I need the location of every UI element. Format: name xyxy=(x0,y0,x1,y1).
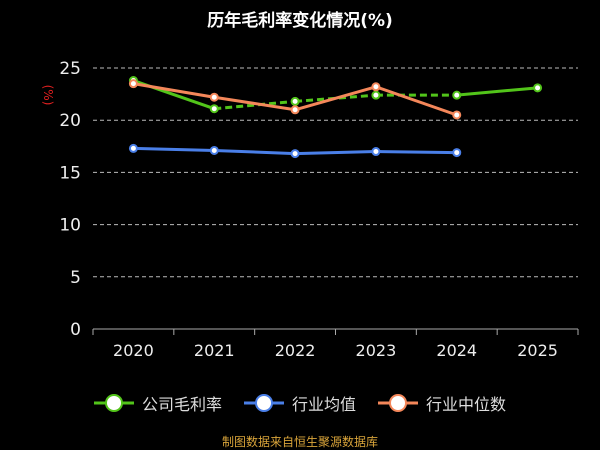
x-tick-label: 2020 xyxy=(113,341,154,360)
data-point xyxy=(209,145,219,155)
data-point xyxy=(290,96,300,106)
chart-title: 历年毛利率变化情况(%) xyxy=(207,11,393,31)
data-point xyxy=(128,79,138,89)
data-point xyxy=(290,149,300,159)
series-line-segment xyxy=(294,85,377,112)
legend: 公司毛利率 行业均值 行业中位数 xyxy=(0,390,600,416)
data-point xyxy=(128,143,138,153)
series-line-segment xyxy=(375,150,457,155)
series-line-segment xyxy=(456,86,538,97)
x-tick-label: 2025 xyxy=(517,341,558,360)
legend-label: 行业中位数 xyxy=(426,395,507,414)
data-point xyxy=(452,110,462,120)
legend-item: 行业均值 xyxy=(243,391,356,415)
x-tick-label: 2023 xyxy=(356,341,397,360)
legend-label: 行业均值 xyxy=(291,395,356,414)
x-tick-label: 2022 xyxy=(275,341,316,360)
series-line-segment xyxy=(133,82,215,99)
series-line-segment xyxy=(375,85,458,117)
data-point xyxy=(290,105,300,115)
y-tick-label: 10 xyxy=(59,216,81,236)
data-point xyxy=(371,90,381,100)
data-source-note: 制图数据来自恒生聚源数据库 xyxy=(221,435,378,449)
data-point xyxy=(533,83,543,93)
series-line-segment xyxy=(214,95,296,112)
data-point xyxy=(209,92,219,102)
y-tick-label: 0 xyxy=(70,320,81,340)
data-point xyxy=(371,82,381,92)
legend-item: 行业中位数 xyxy=(378,391,506,415)
series-line-segment xyxy=(133,146,215,152)
y-tick-label: 25 xyxy=(59,59,81,79)
data-point xyxy=(209,104,219,114)
series-line-segment xyxy=(294,93,377,103)
legend-item: 公司毛利率 xyxy=(93,391,222,415)
legend-marker-icon xyxy=(243,394,284,412)
legend-marker-icon xyxy=(93,394,134,412)
x-tick-label: 2024 xyxy=(436,341,477,360)
y-tick-label: 15 xyxy=(59,163,81,183)
y-tick-label: 20 xyxy=(59,111,81,131)
y-axis-label: (%) xyxy=(41,85,55,106)
data-point xyxy=(371,147,381,157)
legend-marker-icon xyxy=(378,394,418,412)
data-point xyxy=(452,90,462,100)
x-tick-label: 2021 xyxy=(194,341,235,360)
data-point xyxy=(452,148,462,158)
series-line-segment xyxy=(214,99,296,111)
legend-label: 公司毛利率 xyxy=(141,395,222,414)
series-line-segment xyxy=(214,148,296,156)
y-tick-label: 5 xyxy=(70,268,81,288)
series-line-segment xyxy=(295,150,376,156)
